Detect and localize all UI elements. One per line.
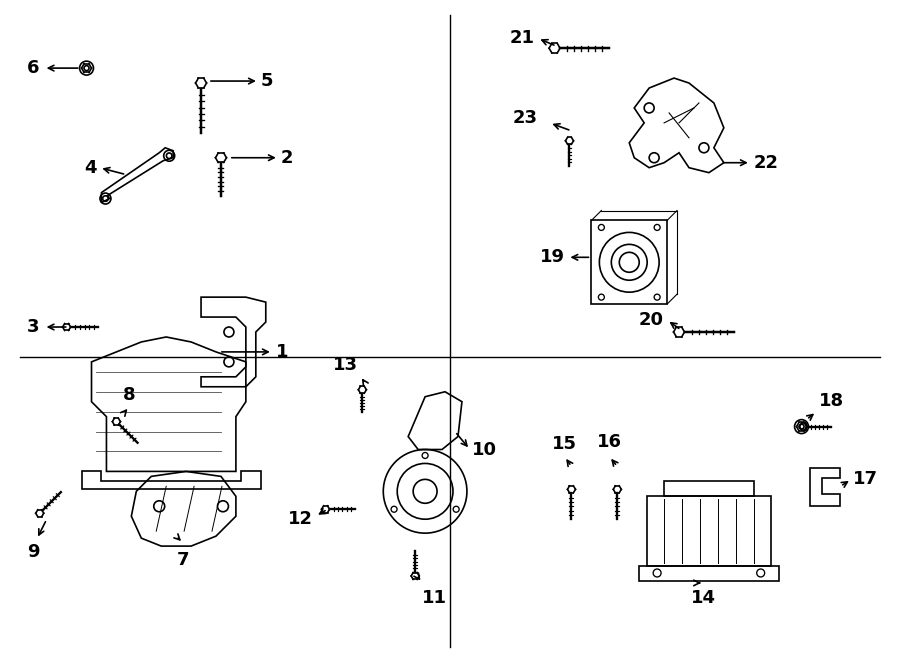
- Text: 7: 7: [177, 551, 189, 569]
- Text: 22: 22: [753, 154, 778, 171]
- Text: 13: 13: [333, 355, 358, 374]
- Text: 5: 5: [261, 72, 274, 90]
- Text: 10: 10: [472, 440, 497, 459]
- Text: 14: 14: [691, 589, 716, 607]
- Text: 2: 2: [281, 149, 293, 167]
- Text: 9: 9: [28, 543, 40, 561]
- Text: 6: 6: [27, 59, 40, 77]
- Text: 23: 23: [513, 109, 537, 127]
- Text: 21: 21: [509, 29, 535, 47]
- Text: 8: 8: [123, 386, 136, 404]
- Text: 16: 16: [597, 434, 622, 451]
- Text: 15: 15: [552, 436, 577, 453]
- Text: 12: 12: [288, 510, 312, 528]
- Text: 1: 1: [275, 343, 288, 361]
- Text: 20: 20: [639, 311, 664, 329]
- Text: 3: 3: [27, 318, 40, 336]
- Text: 11: 11: [422, 589, 447, 607]
- Text: 18: 18: [818, 392, 843, 410]
- Text: 17: 17: [853, 471, 878, 489]
- Text: 19: 19: [539, 248, 564, 266]
- Text: 4: 4: [84, 159, 96, 177]
